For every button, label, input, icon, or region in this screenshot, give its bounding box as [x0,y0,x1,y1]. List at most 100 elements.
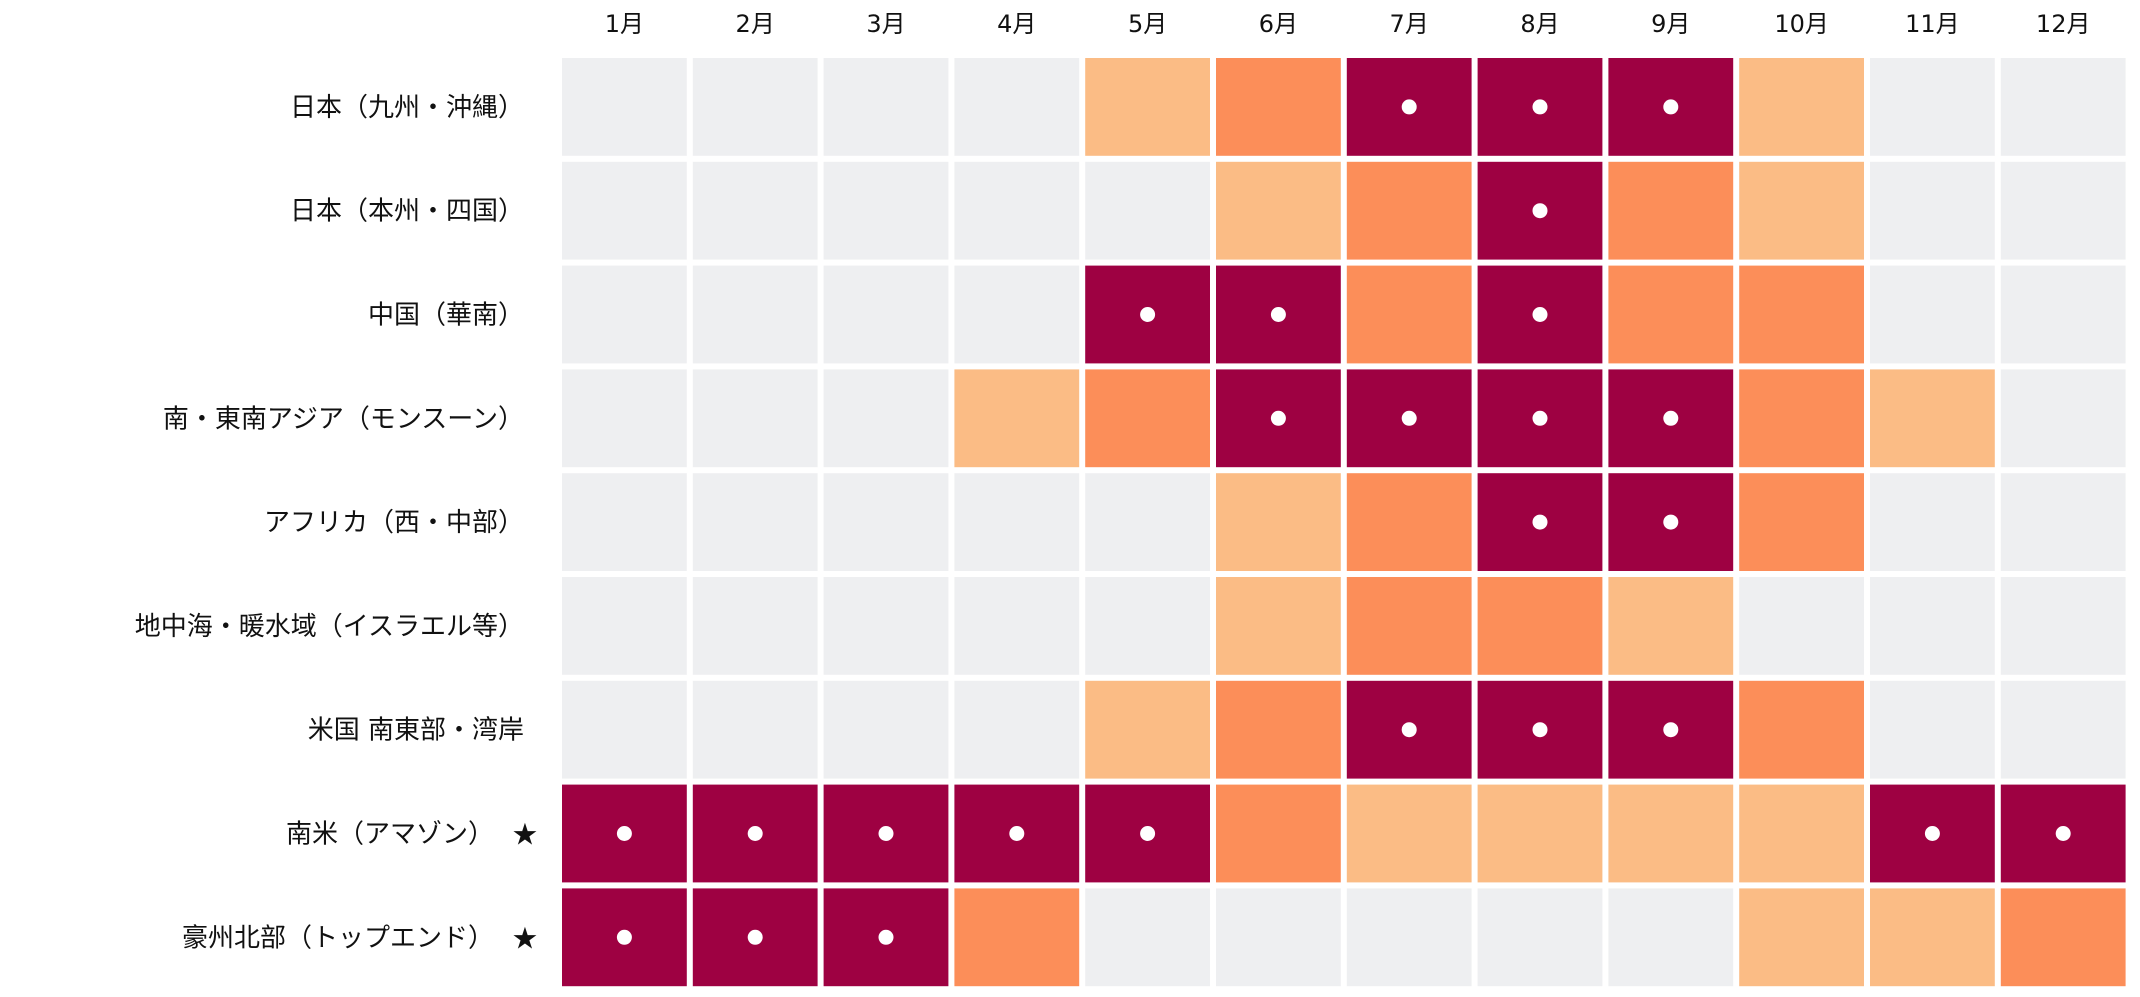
month-label: 12月 [2036,10,2091,38]
heatmap-cell [1870,888,1995,987]
heatmap-cell [823,680,949,779]
peak-dot [1532,203,1548,219]
heatmap-cell [1346,473,1472,571]
heatmap-cell [562,58,687,156]
heatmap-cell [1870,473,1995,571]
peak-dot [1532,514,1548,530]
heatmap-cell [1870,577,1995,675]
peak-dot [878,826,894,841]
heatmap-cell [562,161,687,260]
row-label: 南・東南アジア（モンスーン） [163,404,524,434]
heatmap-cell [2000,161,2126,260]
month-label: 8月 [1520,10,1559,38]
heatmap-cell [1085,577,1210,675]
heatmap-cells [562,58,2126,987]
heatmap-cell [2000,888,2126,987]
heatmap-cell [1346,577,1472,675]
peak-dot [1924,826,1940,841]
heatmap-cell [2000,369,2126,468]
heatmap-cell [954,888,1080,987]
month-label: 10月 [1774,10,1829,38]
peak-dot [1663,99,1679,115]
star-marker: ★ [512,921,539,956]
heatmap-cell [1216,58,1341,156]
month-label: 7月 [1390,10,1429,38]
peak-dot [1140,307,1156,322]
peak-dot [1140,826,1156,841]
row-label: 日本（本州・四国） [290,197,524,227]
peak-dot [878,929,894,945]
heatmap-cell [1477,577,1603,675]
month-label: 4月 [997,10,1036,38]
month-label: 3月 [866,10,905,38]
heatmap-cell [692,161,818,260]
heatmap-cell [823,577,949,675]
row-label: 日本（九州・沖縄） [290,93,524,123]
month-label: 9月 [1651,10,1690,38]
heatmap-cell [562,577,687,675]
row-label: 南米（アマゾン） [286,820,494,850]
heatmap-cell [954,265,1080,364]
heatmap-cell [1085,161,1210,260]
heatmap-cell [562,473,687,571]
heatmap-cell [1739,265,1864,364]
heatmap-cell [692,58,818,156]
heatmap-cell [692,577,818,675]
month-label: 11月 [1905,10,1960,38]
row-label: 豪州北部（トップエンド） [182,923,494,953]
peak-dot [1270,307,1286,322]
heatmap-cell [954,473,1080,571]
heatmap-cell [1739,888,1864,987]
heatmap-cell [1216,161,1341,260]
heatmap-cell [1608,577,1734,675]
row-label: 米国 南東部・湾岸 [308,716,524,746]
heatmap-cell [1477,784,1603,883]
heatmap-cell [823,161,949,260]
peak-dot [1532,722,1548,738]
heatmap-cell [1346,265,1472,364]
heatmap-cell [1870,680,1995,779]
heatmap-cell [954,680,1080,779]
heatmap-cell [562,265,687,364]
heatmap-cell [1870,58,1995,156]
peak-dot [1401,722,1417,738]
peak-dot [1401,410,1417,426]
month-label: 5月 [1128,10,1167,38]
heatmap-cell [823,473,949,571]
heatmap-cell [1085,680,1210,779]
heatmap-cell [1477,888,1603,987]
heatmap-cell [1608,265,1734,364]
heatmap-cell [1216,888,1341,987]
heatmap-cell [954,58,1080,156]
heatmap-cell [1346,161,1472,260]
peak-dot [1663,514,1679,530]
heatmap-cell [1346,784,1472,883]
heatmap-cell [1216,680,1341,779]
heatmap-cell [1346,888,1472,987]
heatmap-cell [954,369,1080,468]
heatmap-cell [2000,473,2126,571]
month-labels: 1月 2月 3月 4月 5月 6月 7月 8月 9月 10月 11月 12月 [605,10,2091,38]
month-label: 6月 [1259,10,1298,38]
heatmap-cell [1216,784,1341,883]
peak-dot [2055,826,2071,841]
peak-dot [1532,307,1548,322]
heatmap-cell [1739,161,1864,260]
heatmap-cell [1608,784,1734,883]
heatmap-cell [823,369,949,468]
row-label: アフリカ（西・中部） [264,508,524,538]
heatmap-cell [1085,473,1210,571]
heatmap-cell [2000,58,2126,156]
heatmap-cell [1739,369,1864,468]
peak-dot [1532,410,1548,426]
peak-dot [747,929,763,945]
heatmap-cell [1870,265,1995,364]
heatmap-cell [2000,577,2126,675]
row-labels: 日本（九州・沖縄） 日本（本州・四国） 中国（華南） 南・東南アジア（モンスーン） アフ… [135,93,539,956]
heatmap-cell [2000,265,2126,364]
heatmap-cell [2000,680,2126,779]
heatmap-cell [823,265,949,364]
heatmap-cell [1085,369,1210,468]
